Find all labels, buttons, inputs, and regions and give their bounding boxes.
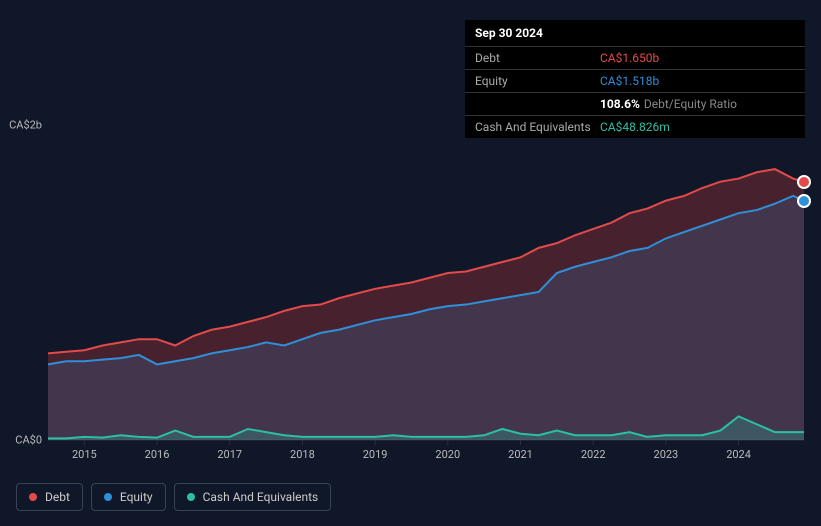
tooltip-row-label (475, 97, 600, 111)
tooltip-row-value: CA$1.650b (600, 51, 795, 65)
legend-dot-icon (104, 493, 112, 501)
tooltip-row-label: Equity (475, 74, 600, 88)
legend-label: Cash And Equivalents (203, 490, 319, 504)
data-tooltip: Sep 30 2024 DebtCA$1.650bEquityCA$1.518b… (465, 20, 805, 138)
tooltip-row: Cash And EquivalentsCA$48.826m (465, 115, 805, 138)
tooltip-row-label: Debt (475, 51, 600, 65)
x-axis-label: 2015 (72, 448, 97, 461)
chart-stage: Sep 30 2024 DebtCA$1.650bEquityCA$1.518b… (0, 0, 821, 526)
tooltip-date: Sep 30 2024 (465, 20, 805, 46)
tooltip-row-value: CA$1.518b (600, 74, 795, 88)
legend-dot-icon (29, 493, 37, 501)
tooltip-row: DebtCA$1.650b (465, 46, 805, 69)
legend-label: Equity (120, 490, 153, 504)
x-axis-label: 2022 (581, 448, 606, 461)
y-axis-label: CA$0 (15, 434, 42, 447)
x-axis-labels: 2015 2016 2017 2018 2019 2020 2021 2022 2023 2024 (48, 448, 804, 468)
tooltip-row-label: Cash And Equivalents (475, 120, 600, 134)
chart-plot-area[interactable]: CA$0CA$2b (48, 125, 804, 440)
tooltip-row-value: CA$48.826m (600, 120, 795, 134)
x-axis-label: 2024 (726, 448, 751, 461)
series-end-marker (797, 194, 811, 208)
x-axis-label: 2018 (290, 448, 315, 461)
x-axis-label: 2021 (508, 448, 533, 461)
series-end-marker (797, 175, 811, 189)
chart-svg (48, 125, 804, 440)
legend-item[interactable]: Equity (91, 483, 166, 511)
legend-item[interactable]: Cash And Equivalents (174, 483, 332, 511)
tooltip-row-value: 108.6%Debt/Equity Ratio (600, 97, 795, 111)
legend-dot-icon (187, 493, 195, 501)
legend: Debt Equity Cash And Equivalents (16, 483, 331, 511)
tooltip-row: EquityCA$1.518b (465, 69, 805, 92)
x-axis-label: 2020 (435, 448, 460, 461)
x-axis-label: 2023 (654, 448, 679, 461)
x-axis-label: 2016 (145, 448, 170, 461)
x-axis-label: 2017 (217, 448, 242, 461)
legend-item[interactable]: Debt (16, 483, 83, 511)
tooltip-row: 108.6%Debt/Equity Ratio (465, 92, 805, 115)
x-axis-label: 2019 (363, 448, 388, 461)
y-axis-label: CA$2b (9, 119, 42, 132)
legend-label: Debt (45, 490, 70, 504)
